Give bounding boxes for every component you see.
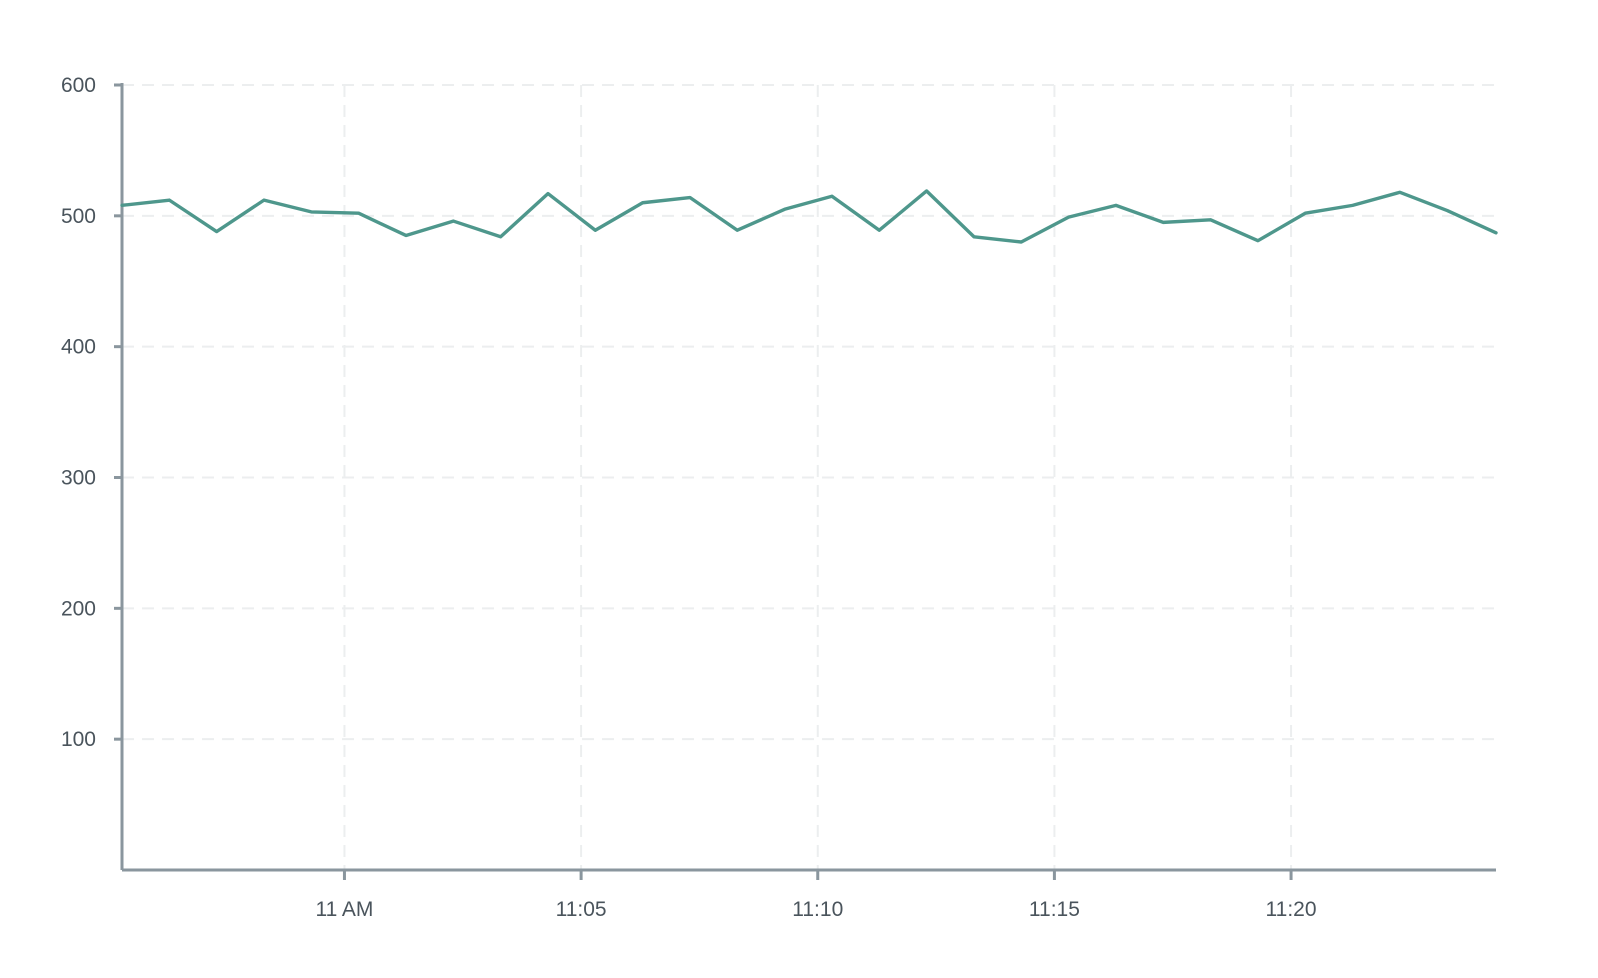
x-tick-label: 11:15 [1029,898,1080,921]
y-tick-label: 300 [61,467,96,490]
y-tick-label: 100 [61,728,96,751]
y-tick-label: 600 [61,74,96,97]
x-tick-label: 11:20 [1266,898,1317,921]
y-tick-label: 500 [61,205,96,228]
tick-labels: 100 200 300 400 500 600 11 AM 11:05 11:10 11:15 11… [61,74,1317,921]
series-line-0 [120,189,1498,244]
y-tick-label: 200 [61,597,96,620]
series [120,189,1498,244]
y-tick-label: 400 [61,336,96,359]
axes [114,83,1496,880]
grid [122,84,1496,870]
x-tick-label: 11 AM [315,898,373,921]
x-tick-label: 11:10 [792,898,843,921]
x-tick-label: 11:05 [556,898,607,921]
